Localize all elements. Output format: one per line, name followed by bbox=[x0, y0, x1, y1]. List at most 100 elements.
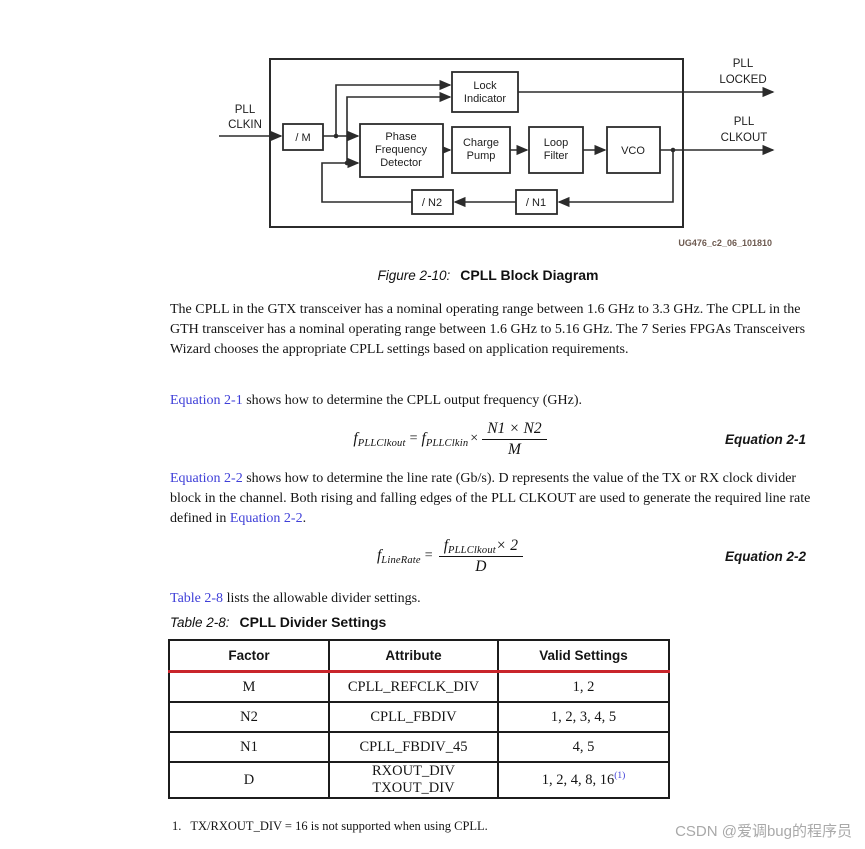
footnote-number: 1. bbox=[172, 819, 182, 833]
junction-vco-out bbox=[670, 147, 676, 153]
fraction-numerator: f PLLClkout × 2 bbox=[438, 536, 524, 557]
lock-indicator-label: Lock bbox=[473, 80, 497, 92]
lock-indicator-label: Indicator bbox=[464, 93, 507, 105]
divider-n2-block bbox=[411, 189, 454, 215]
pll-clkin-label: PLL bbox=[235, 104, 256, 116]
paragraph-text: . bbox=[302, 511, 307, 526]
junction-fbclk bbox=[344, 160, 350, 166]
table-caption: Table 2-8: CPLL Divider Settings bbox=[170, 614, 670, 630]
formula-var: f bbox=[421, 430, 426, 447]
equation-2-2-link[interactable]: Equation 2-2 bbox=[229, 511, 303, 526]
formula-subscript: LineRate bbox=[381, 555, 421, 566]
footnote-text: TX/RXOUT_DIV = 16 is not supported when … bbox=[190, 819, 488, 833]
cpll-block-diagram: / M Lock Indicator Phase Frequency Detec… bbox=[219, 58, 775, 248]
wire-n2-to-pfd bbox=[321, 157, 412, 203]
table-row: N1 CPLL_FBDIV_45 4, 5 bbox=[168, 731, 670, 763]
table-caption-title: CPLL Divider Settings bbox=[239, 614, 387, 630]
fraction-denominator: M bbox=[507, 440, 521, 458]
vco-block bbox=[606, 126, 661, 174]
table-footnote: 1. TX/RXOUT_DIV = 16 is not supported whe… bbox=[172, 819, 652, 834]
settings-value: 1, 2, 4, 8, 16 bbox=[541, 771, 615, 788]
cell-settings: 4, 5 bbox=[497, 731, 670, 763]
column-header-attribute: Attribute bbox=[328, 639, 499, 673]
paragraph-text: lists the allowable divider settings. bbox=[223, 591, 421, 606]
pll-clkin-label: CLKIN bbox=[228, 119, 262, 131]
phase-frequency-detector-block bbox=[359, 123, 444, 178]
equation-2-2: f LineRate = f PLLClkout × 2 D bbox=[170, 532, 730, 580]
table-2-8-link[interactable]: Table 2-8 bbox=[170, 591, 224, 606]
cell-factor: N1 bbox=[168, 731, 330, 763]
cell-settings: 1, 2 bbox=[497, 670, 670, 703]
formula-var: f bbox=[376, 547, 382, 564]
attribute-line: TXOUT_DIV bbox=[372, 780, 455, 796]
paragraph-table-intro: Table 2-8 lists the allowable divider se… bbox=[170, 589, 818, 609]
divider-n1-label: / N1 bbox=[526, 197, 546, 209]
pfd-label: Frequency bbox=[375, 144, 427, 156]
formula-subscript: PLLClkout bbox=[357, 438, 406, 449]
figure-caption: Figure 2-10: CPLL Block Diagram bbox=[170, 267, 806, 283]
equation-2-1-formula: f PLLClkout = f PLLClkin × N1 × N2 M bbox=[353, 420, 547, 459]
times-sign: × bbox=[470, 431, 479, 446]
fraction: N1 × N2 M bbox=[482, 420, 547, 459]
pll-locked-label: LOCKED bbox=[719, 74, 766, 86]
cell-factor: N2 bbox=[168, 701, 330, 733]
formula-var: f bbox=[443, 536, 449, 554]
footnote-1-link[interactable]: (1) bbox=[614, 770, 626, 781]
equation-2-1: f PLLClkout = f PLLClkin × N1 × N2 M bbox=[170, 416, 730, 462]
pfd-label: Detector bbox=[380, 157, 422, 169]
loop-filter-label: Filter bbox=[544, 150, 569, 162]
fraction-denominator: D bbox=[475, 557, 487, 575]
equation-2-1-link[interactable]: Equation 2-1 bbox=[170, 393, 243, 408]
divider-m-block bbox=[282, 123, 324, 151]
formula-subscript: PLLClkout bbox=[448, 544, 496, 556]
diagram-outer-box bbox=[269, 58, 684, 228]
charge-pump-label: Pump bbox=[467, 150, 496, 162]
equation-2-2-formula: f LineRate = f PLLClkout × 2 D bbox=[376, 536, 524, 576]
table-row: N2 CPLL_FBDIV 1, 2, 3, 4, 5 bbox=[168, 701, 670, 733]
wire-vco-to-n1 bbox=[557, 150, 674, 208]
pll-locked-label: PLL bbox=[733, 58, 754, 70]
cell-settings: 1, 2, 4, 8, 16(1) bbox=[497, 761, 670, 799]
lock-indicator-block bbox=[451, 71, 519, 113]
table-row: D RXOUT_DIV TXOUT_DIV 1, 2, 4, 8, 16(1) bbox=[168, 761, 670, 799]
equation-2-2-label: Equation 2-2 bbox=[724, 549, 806, 564]
pll-clkout-label: CLKOUT bbox=[721, 132, 768, 144]
equation-2-2-link[interactable]: Equation 2-2 bbox=[170, 471, 243, 486]
cell-attribute: RXOUT_DIV TXOUT_DIV bbox=[328, 761, 499, 799]
cpll-divider-settings-table: Factor Attribute Valid Settings M CPLL_R… bbox=[168, 639, 670, 799]
fraction-numerator: N1 × N2 bbox=[482, 420, 547, 440]
pfd-label: Phase bbox=[385, 131, 416, 143]
paragraph-text: shows how to determine the CPLL output f… bbox=[242, 393, 583, 408]
divider-m-label: / M bbox=[295, 132, 310, 144]
column-header-factor: Factor bbox=[168, 639, 330, 673]
cell-attribute: CPLL_FBDIV bbox=[328, 701, 499, 733]
formula-text: × 2 bbox=[495, 536, 519, 554]
divider-n2-label: / N2 bbox=[422, 197, 442, 209]
attribute-line: RXOUT_DIV bbox=[372, 763, 455, 779]
csdn-watermark: CSDN @爱调bug的程序员 bbox=[675, 823, 852, 840]
cell-factor: D bbox=[168, 761, 330, 799]
figure-caption-prefix: Figure 2-10: bbox=[377, 268, 451, 283]
paragraph-text: shows how to determine the line rate (Gb… bbox=[170, 471, 811, 526]
column-header-valid-settings: Valid Settings bbox=[497, 639, 670, 673]
table-row: M CPLL_REFCLK_DIV 1, 2 bbox=[168, 670, 670, 703]
paragraph-equation1-intro: Equation 2-1 shows how to determine the … bbox=[170, 391, 818, 411]
wire-ref-to-lock bbox=[335, 79, 452, 136]
junction-refclk bbox=[333, 133, 339, 139]
equals-sign: = bbox=[409, 431, 418, 446]
loop-filter-block bbox=[528, 126, 584, 174]
loop-filter-label: Loop bbox=[544, 137, 568, 149]
wire-fb-to-lock bbox=[346, 91, 452, 163]
charge-pump-block bbox=[451, 126, 511, 174]
formula-var: f bbox=[353, 430, 358, 447]
cell-settings: 1, 2, 3, 4, 5 bbox=[497, 701, 670, 733]
equation-2-1-label: Equation 2-1 bbox=[724, 432, 806, 447]
formula-subscript: PLLClkin bbox=[425, 438, 469, 449]
table-header-row: Factor Attribute Valid Settings bbox=[168, 639, 670, 673]
cell-attribute: CPLL_REFCLK_DIV bbox=[328, 670, 499, 703]
vco-label: VCO bbox=[621, 145, 645, 157]
cell-attribute: CPLL_FBDIV_45 bbox=[328, 731, 499, 763]
cell-factor: M bbox=[168, 670, 330, 703]
charge-pump-label: Charge bbox=[463, 137, 499, 149]
figure-id-tag: UG476_c2_06_101810 bbox=[678, 238, 772, 248]
